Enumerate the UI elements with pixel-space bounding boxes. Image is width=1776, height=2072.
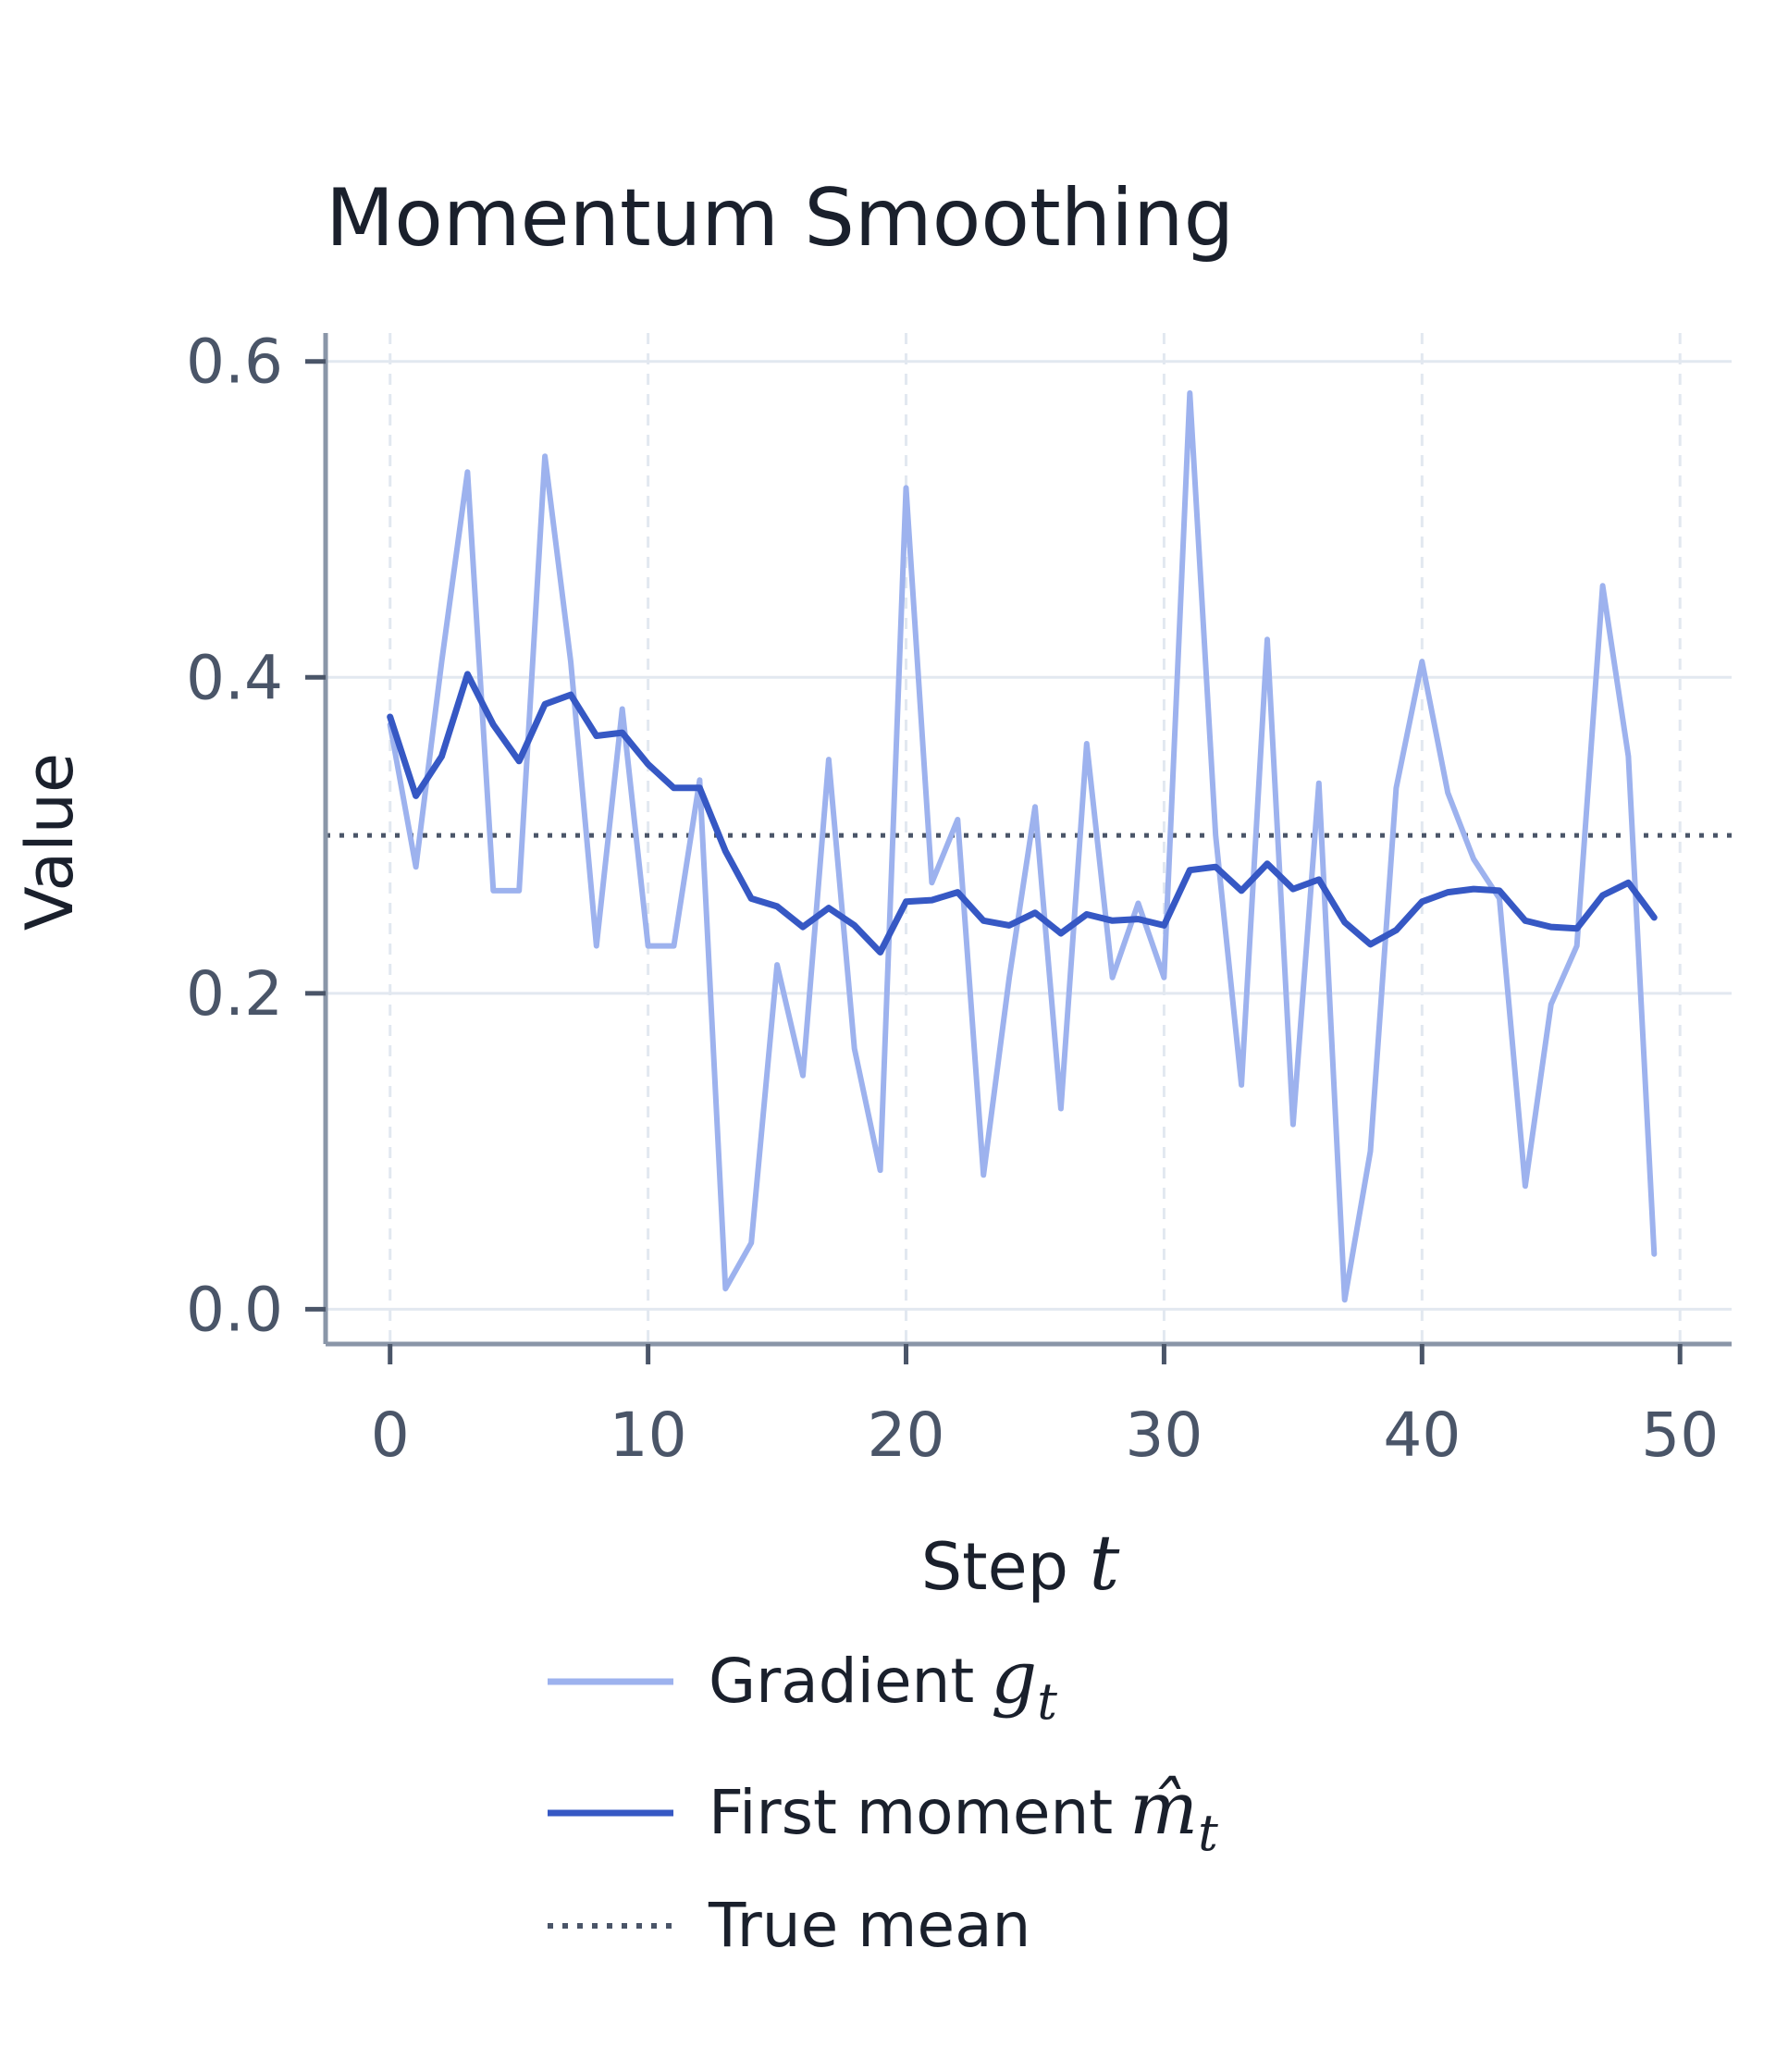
axes-layer <box>323 333 1732 1347</box>
series-layer <box>387 389 1658 1303</box>
y-tick-label-3: 0.6 <box>186 327 283 398</box>
x-tick-label-4: 40 <box>1383 1400 1461 1471</box>
y-axis-label: Value <box>12 753 88 931</box>
first-moment-series-line <box>387 671 1658 956</box>
legend-moment-math: m̂ <box>1129 1768 1198 1851</box>
ticks-layer: 0.0 0.2 0.4 0.6 0 10 20 30 40 50 <box>186 327 1719 1471</box>
x-axis-label-math: t <box>1089 1520 1120 1608</box>
legend: Gradient gt First moment m̂t True mean <box>548 1636 1218 1961</box>
chart-title: Momentum Smoothing <box>326 172 1234 265</box>
y-tick-label-1: 0.2 <box>186 958 283 1030</box>
x-axis-label-text: Step <box>921 1529 1090 1605</box>
x-tick-label-1: 10 <box>610 1400 687 1471</box>
gradient-series-line <box>387 389 1658 1303</box>
x-tick-label-2: 20 <box>868 1400 945 1471</box>
y-tick-label-0: 0.0 <box>186 1274 283 1345</box>
legend-gradient-math: g <box>991 1636 1037 1720</box>
legend-gradient-name: Gradient <box>709 1646 974 1717</box>
x-tick-label-0: 0 <box>371 1400 410 1471</box>
legend-label-gradient: Gradient gt <box>709 1636 1057 1731</box>
legend-label-true-mean: True mean <box>708 1890 1030 1961</box>
legend-gradient-sub: t <box>1037 1672 1057 1731</box>
y-tick-label-2: 0.4 <box>186 642 283 713</box>
legend-moment-sub: t <box>1198 1804 1218 1862</box>
legend-label-moment: First moment m̂t <box>709 1768 1218 1862</box>
x-tick-label-5: 50 <box>1641 1400 1719 1471</box>
x-axis-label: Step t <box>921 1520 1121 1608</box>
x-tick-label-3: 30 <box>1125 1400 1202 1471</box>
legend-moment-name: First moment <box>709 1777 1113 1848</box>
